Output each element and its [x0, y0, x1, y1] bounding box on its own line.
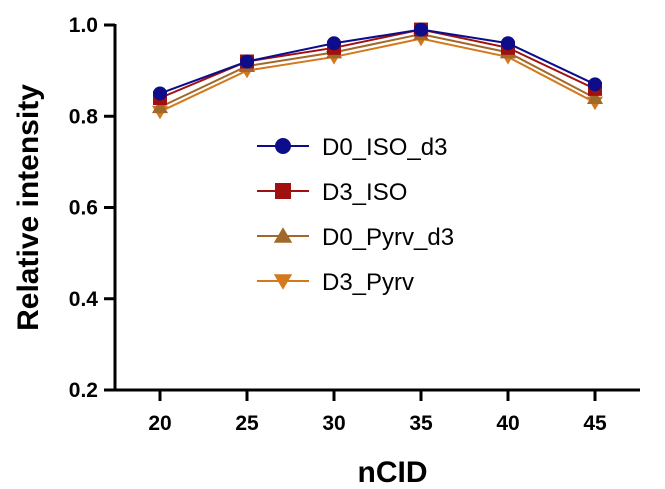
y-tick-label: 0.2 — [69, 379, 98, 402]
y-tick-label: 1.0 — [69, 14, 98, 37]
series-D3_ISO — [153, 22, 602, 105]
legend-item: D0_Pyrv_d3 — [257, 224, 454, 251]
marker-circle — [327, 36, 341, 51]
x-tick-label: 45 — [583, 412, 607, 435]
x-tick-label: 40 — [496, 412, 519, 435]
marker-circle — [588, 77, 602, 92]
x-axis-title: nCID — [358, 456, 428, 489]
y-axis-ticks: 0.2 0.4 0.6 0.8 1.0 — [69, 14, 115, 402]
marker-circle — [240, 54, 254, 69]
x-axis-ticks: 20 25 30 35 40 45 — [148, 390, 607, 435]
legend-label: D3_ISO — [322, 179, 407, 206]
legend-item: D0_ISO_d3 — [257, 134, 447, 161]
plot-area — [151, 22, 604, 120]
marker-triangle-up — [151, 99, 169, 114]
series-line — [159, 37, 596, 113]
y-axis-title: Relative intensity — [12, 84, 45, 331]
x-tick-label: 20 — [148, 412, 171, 435]
x-tick-label: 30 — [322, 412, 345, 435]
series-line — [159, 33, 596, 109]
y-tick-label: 0.4 — [69, 288, 99, 311]
y-tick-label: 0.6 — [69, 197, 98, 220]
series-D0_ISO_d3 — [153, 22, 602, 101]
legend-label: D3_Pyrv — [322, 269, 414, 296]
legend-item: D3_Pyrv — [257, 269, 414, 296]
legend-label: D0_ISO_d3 — [322, 134, 447, 161]
marker-circle — [275, 138, 291, 154]
legend-item: D3_ISO — [257, 179, 407, 206]
series-line — [159, 28, 596, 95]
y-tick-label: 0.8 — [69, 105, 99, 128]
x-tick-label: 35 — [409, 412, 433, 435]
series-D3_Pyrv — [151, 32, 604, 120]
marker-circle — [153, 86, 167, 101]
legend: D0_ISO_d3 D3_ISO D0_Pyrv_d3 D3_Pyrv — [257, 134, 454, 296]
marker-square — [275, 183, 291, 199]
x-tick-label: 25 — [235, 412, 259, 435]
legend-label: D0_Pyrv_d3 — [322, 224, 454, 251]
marker-circle — [414, 22, 428, 37]
marker-triangle-down — [273, 274, 293, 290]
marker-circle — [501, 36, 515, 51]
marker-triangle-up — [586, 90, 604, 104]
marker-triangle-up — [273, 227, 293, 243]
